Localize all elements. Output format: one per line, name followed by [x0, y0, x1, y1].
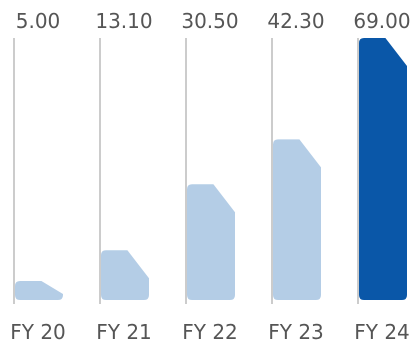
category-label: FY 20	[10, 320, 66, 344]
value-label: 5.00	[16, 9, 61, 33]
bar	[187, 184, 235, 300]
value-label: 69.00	[353, 9, 410, 33]
category-label: FY 23	[268, 320, 324, 344]
category-label: FY 24	[354, 320, 410, 344]
bar	[15, 281, 63, 300]
value-label: 30.50	[181, 9, 238, 33]
value-label: 13.10	[95, 9, 152, 33]
bar	[359, 38, 407, 300]
category-label: FY 21	[96, 320, 152, 344]
category-label: FY 22	[182, 320, 238, 344]
value-label: 42.30	[267, 9, 324, 33]
bar	[101, 250, 149, 300]
bar	[273, 139, 321, 300]
